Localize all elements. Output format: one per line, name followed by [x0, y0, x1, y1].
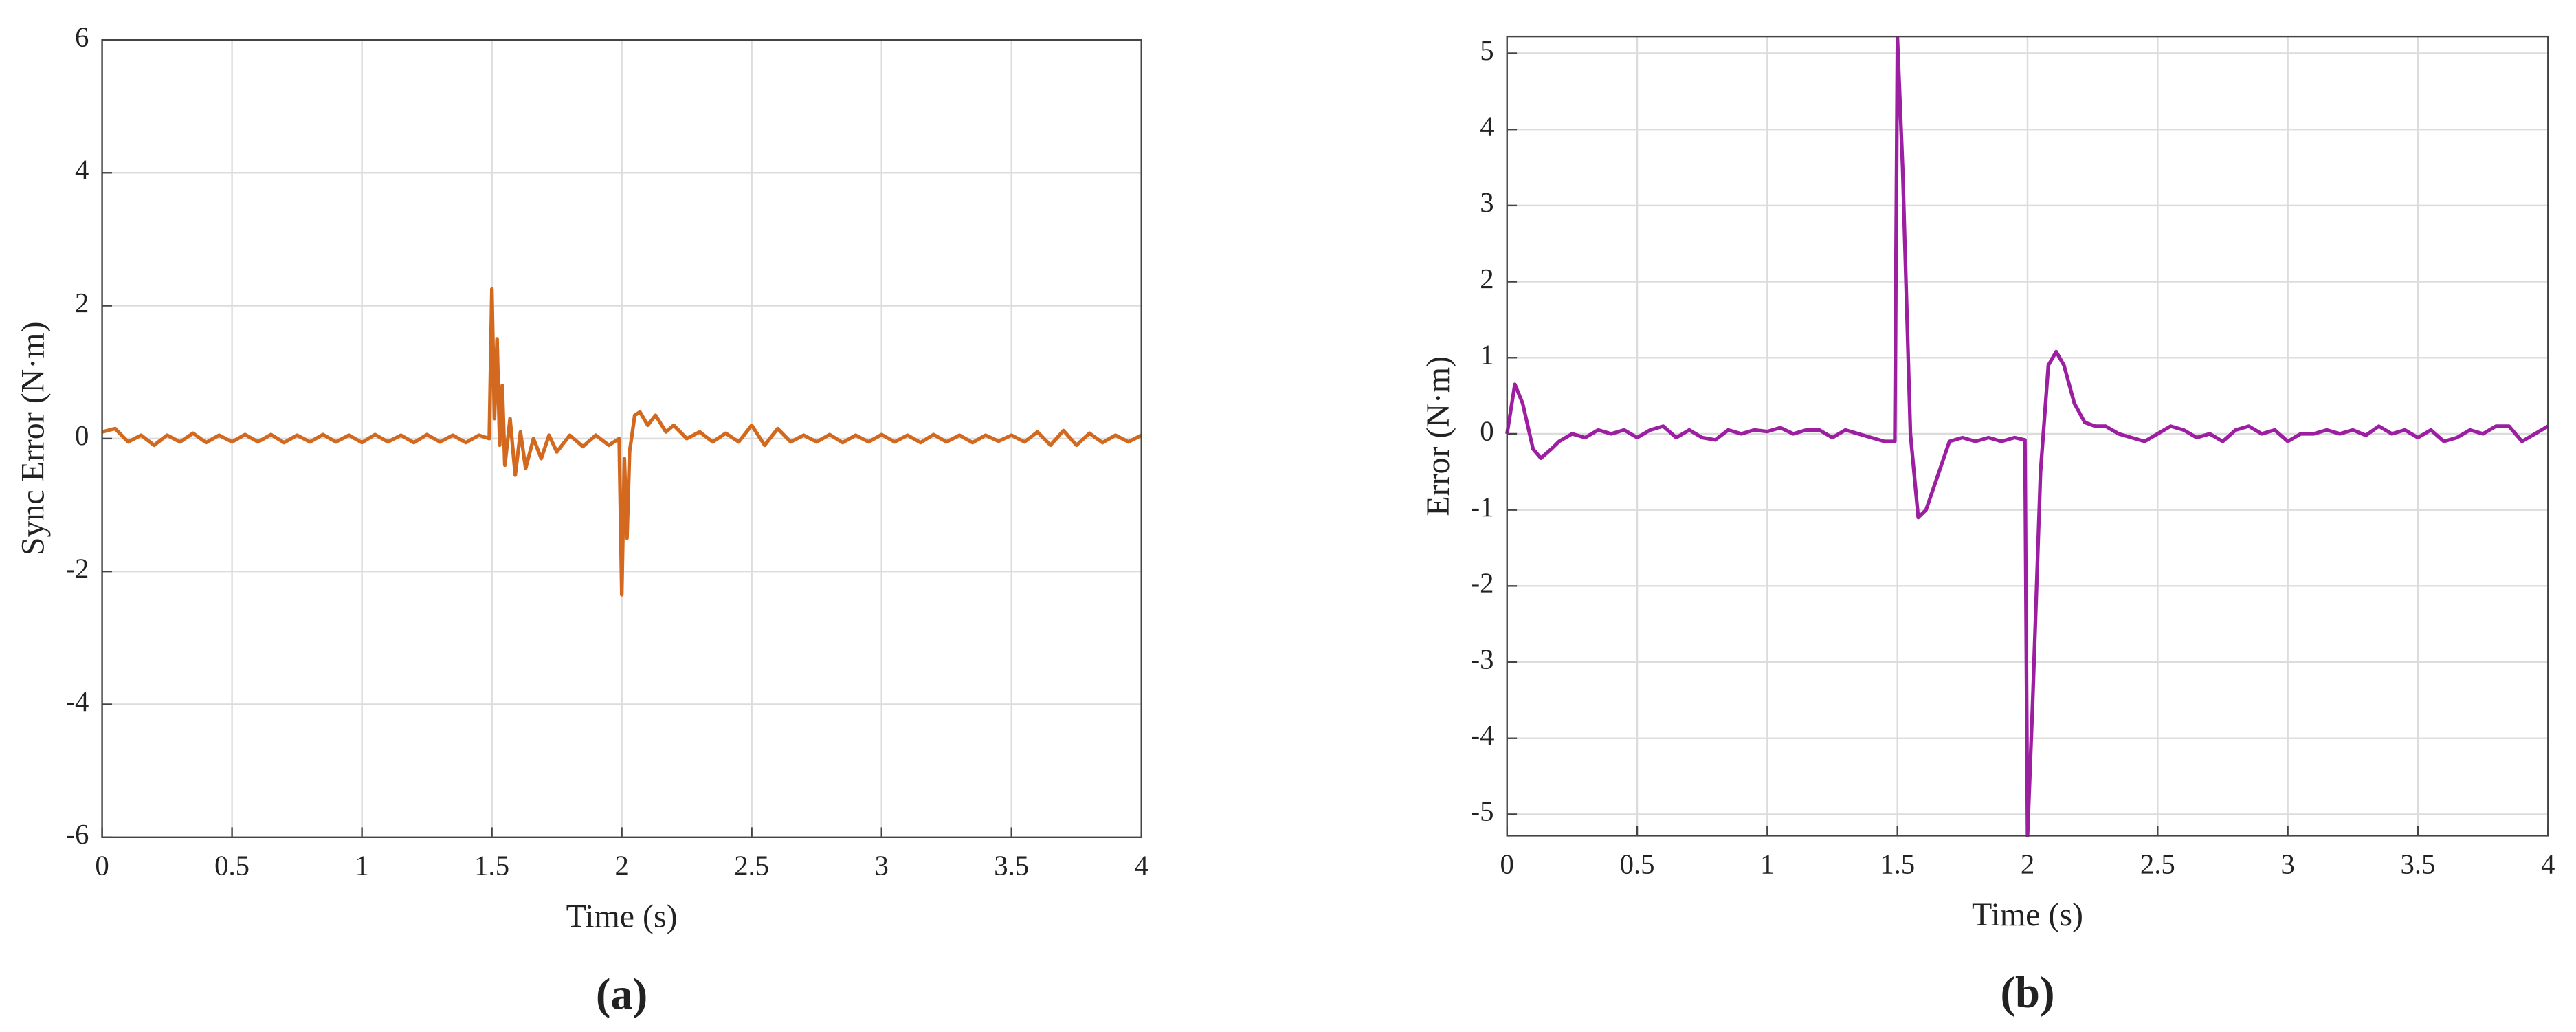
y-axis-label: Sync Error (N·m)	[15, 322, 52, 556]
x-axis-label: Time (s)	[1972, 897, 2083, 933]
x-tick-label: 1	[1760, 848, 1774, 879]
y-tick-label: -4	[1471, 720, 1494, 751]
y-tick-label: 6	[75, 21, 89, 52]
x-tick-label: 2	[2021, 848, 2034, 879]
y-tick-label: 4	[1480, 111, 1494, 142]
x-tick-label: 2.5	[2140, 848, 2175, 879]
x-tick-label: 4	[1135, 850, 1148, 881]
x-tick-label: 3.5	[994, 850, 1029, 881]
x-tick-label: 1.5	[474, 850, 509, 881]
plot-frame	[1506, 35, 2549, 837]
y-tick-label: -2	[1471, 568, 1494, 599]
y-tick-label: -6	[65, 819, 89, 850]
y-tick-label: -5	[1471, 796, 1494, 827]
y-tick-label: -3	[1471, 644, 1494, 674]
y-tick-label: 2	[75, 287, 89, 318]
data-line	[1505, 36, 2549, 838]
x-axis-label: Time (s)	[566, 899, 678, 935]
y-tick-label: -1	[1471, 492, 1494, 523]
x-tick-label: 1.5	[1880, 848, 1915, 879]
x-tick-label: 0.5	[1620, 848, 1655, 879]
y-tick-label: -2	[65, 553, 89, 584]
y-tick-label: -4	[65, 686, 89, 717]
x-tick-label: 2	[614, 850, 628, 881]
x-tick-label: 4	[2541, 848, 2555, 879]
x-tick-label: 3	[875, 850, 889, 881]
x-tick-label: 3	[2280, 848, 2294, 879]
plot-frame	[101, 39, 1142, 838]
x-tick-label: 0.5	[214, 850, 249, 881]
y-tick-label: 3	[1480, 187, 1494, 218]
x-tick-label: 0	[1500, 848, 1514, 879]
y-tick-label: 0	[75, 420, 89, 451]
caption: (a)	[596, 969, 647, 1018]
x-tick-label: 3.5	[2400, 848, 2435, 879]
y-axis-label: Error (N·m)	[1420, 356, 1456, 516]
y-tick-label: 1	[1480, 340, 1494, 371]
y-tick-label: 5	[1480, 35, 1494, 66]
y-tick-label: 0	[1480, 415, 1494, 446]
caption: (b)	[2000, 967, 2054, 1017]
x-tick-label: 2.5	[734, 850, 769, 881]
x-tick-label: 1	[355, 850, 368, 881]
x-tick-label: 0	[95, 850, 109, 881]
data-line	[101, 287, 1142, 597]
y-tick-label: 2	[1480, 263, 1494, 294]
y-tick-label: 4	[75, 155, 89, 186]
